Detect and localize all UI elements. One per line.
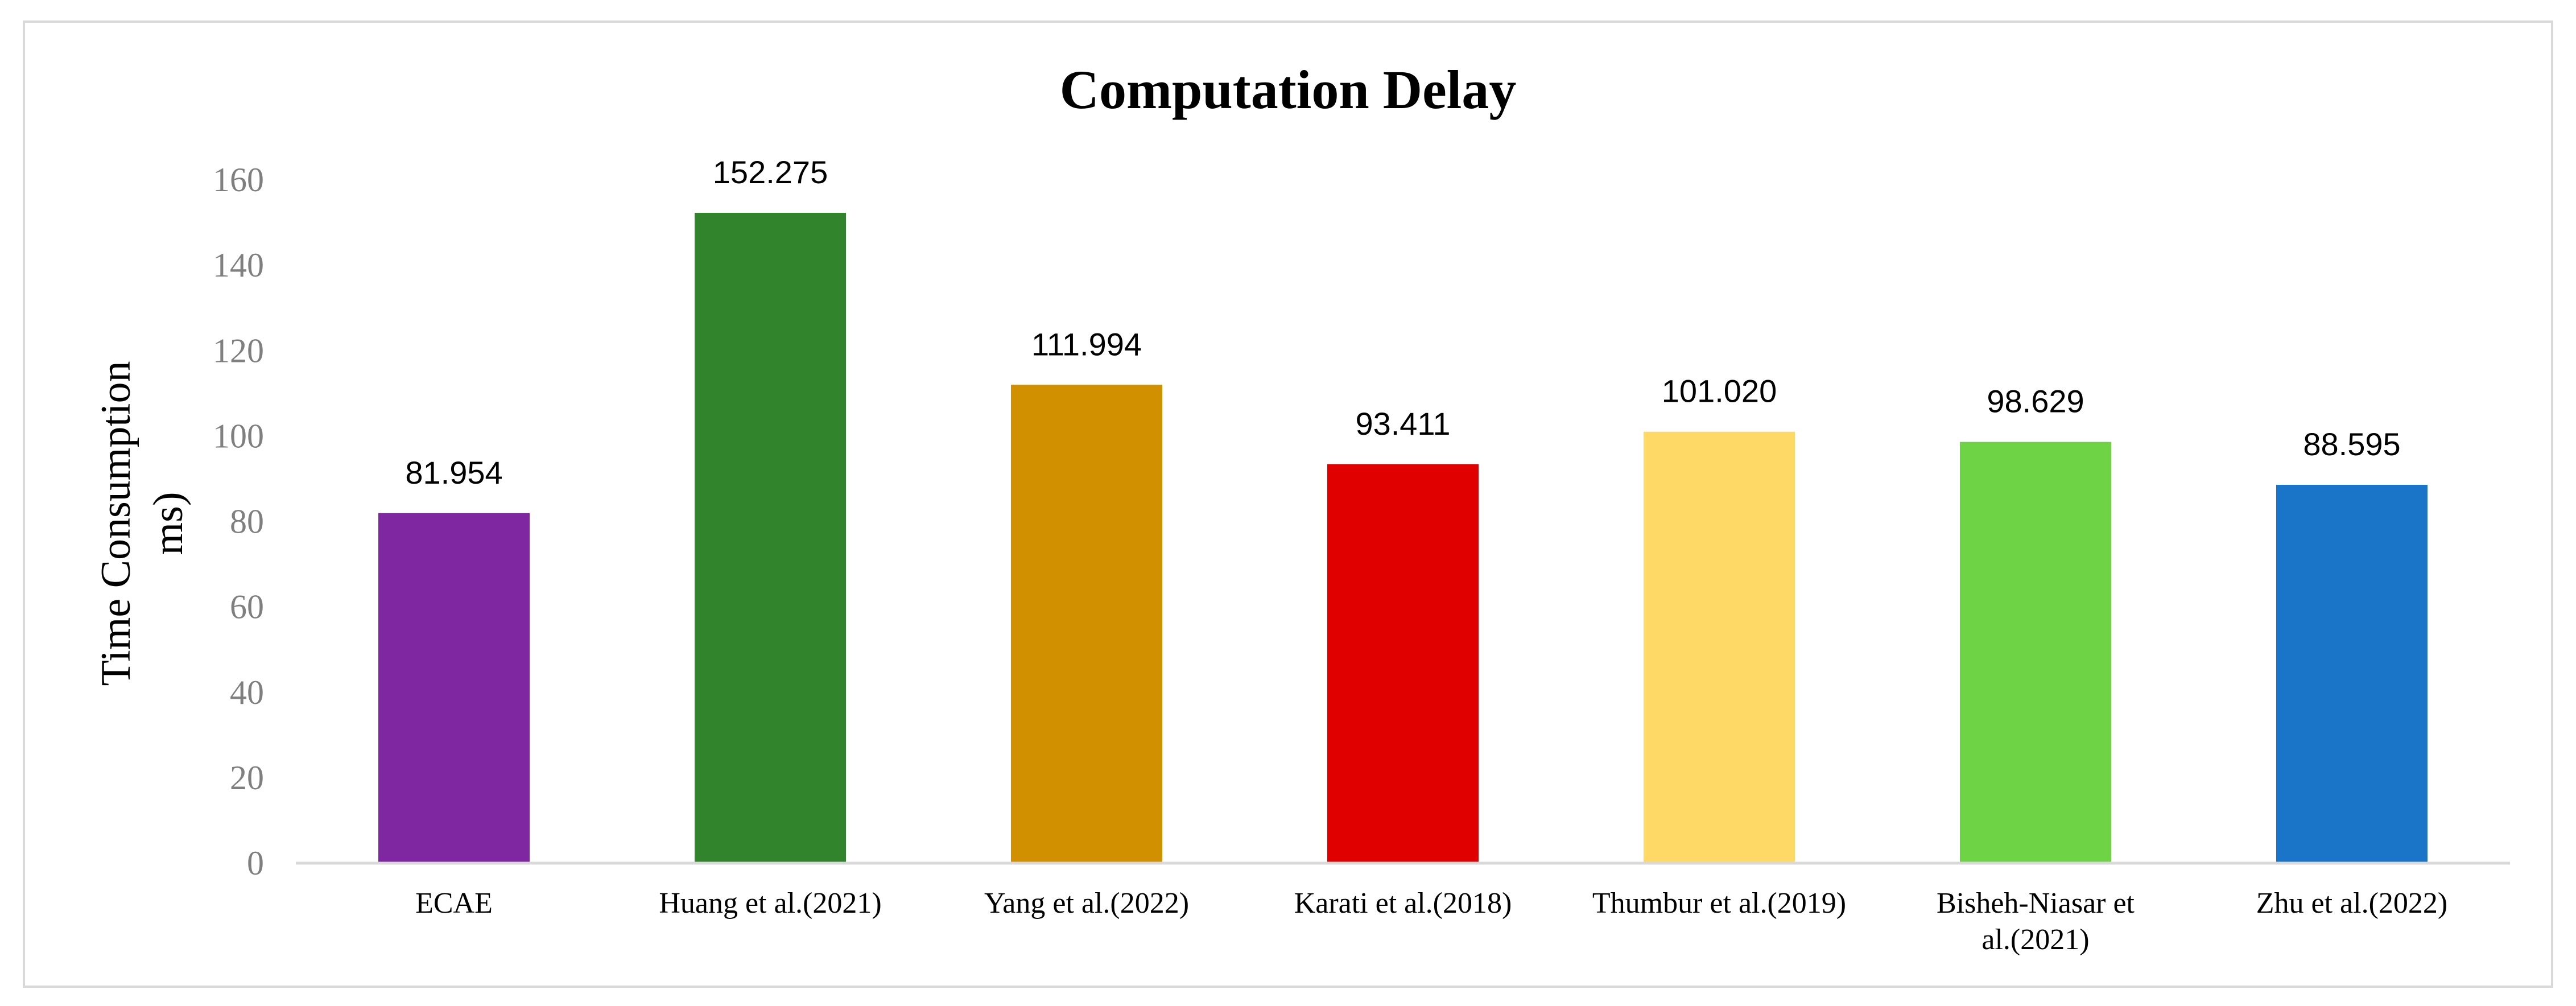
bars	[378, 212, 2428, 863]
y-axis-label: Time Consumption ms)	[93, 361, 192, 686]
x-tick-label: Bisheh-Niasar et	[1937, 887, 2135, 920]
bar-data-label: 152.275	[713, 154, 828, 190]
y-tick-label: 140	[213, 246, 264, 284]
x-tick-label: al.(2021)	[1981, 923, 2089, 956]
chart-title: Computation Delay	[1060, 59, 1517, 120]
y-tick-label: 80	[230, 503, 264, 541]
bar-data-label: 93.411	[1355, 406, 1450, 442]
bar	[378, 513, 530, 863]
y-tick-label: 40	[230, 674, 264, 711]
bar-data-label: 101.020	[1662, 373, 1777, 409]
x-tick-label: Thumbur et al.(2019)	[1592, 887, 1846, 920]
bar-data-label: 88.595	[2303, 426, 2400, 462]
x-tick-label: Zhu et al.(2022)	[2256, 887, 2447, 920]
bar-data-label: 111.994	[1031, 326, 1142, 362]
x-tick-label: ECAE	[415, 887, 493, 920]
y-tick-label: 60	[230, 588, 264, 626]
bar	[1644, 431, 1795, 863]
bar	[1327, 464, 1479, 863]
x-tick-label: Huang et al.(2021)	[659, 887, 881, 920]
x-axis-ticks: ECAE Huang et al.(2021) Yang et al.(2022) K…	[415, 887, 2447, 956]
y-tick-label: 100	[213, 417, 264, 455]
bar	[1960, 442, 2111, 863]
bar-data-label: 98.629	[1987, 384, 2084, 419]
bar	[1011, 385, 1162, 863]
y-tick-label: 160	[213, 161, 264, 199]
data-labels: 81.954 152.275 111.994 93.411 101.020 98.629 8…	[405, 154, 2400, 490]
x-tick-label: Karati et al.(2018)	[1294, 887, 1512, 920]
y-tick-label: 0	[247, 844, 264, 882]
bar	[695, 212, 846, 863]
x-tick-label: Yang et al.(2022)	[984, 887, 1189, 920]
y-tick-label: 20	[230, 759, 264, 797]
y-axis-label-line-2: ms)	[145, 492, 192, 555]
bar	[2276, 484, 2428, 863]
y-axis-ticks: 0 20 40 60 80 100 120 140 160	[213, 161, 264, 882]
bar-data-label: 81.954	[405, 455, 502, 490]
y-axis-label-line-1: Time Consumption	[93, 361, 139, 686]
y-tick-label: 120	[213, 332, 264, 369]
